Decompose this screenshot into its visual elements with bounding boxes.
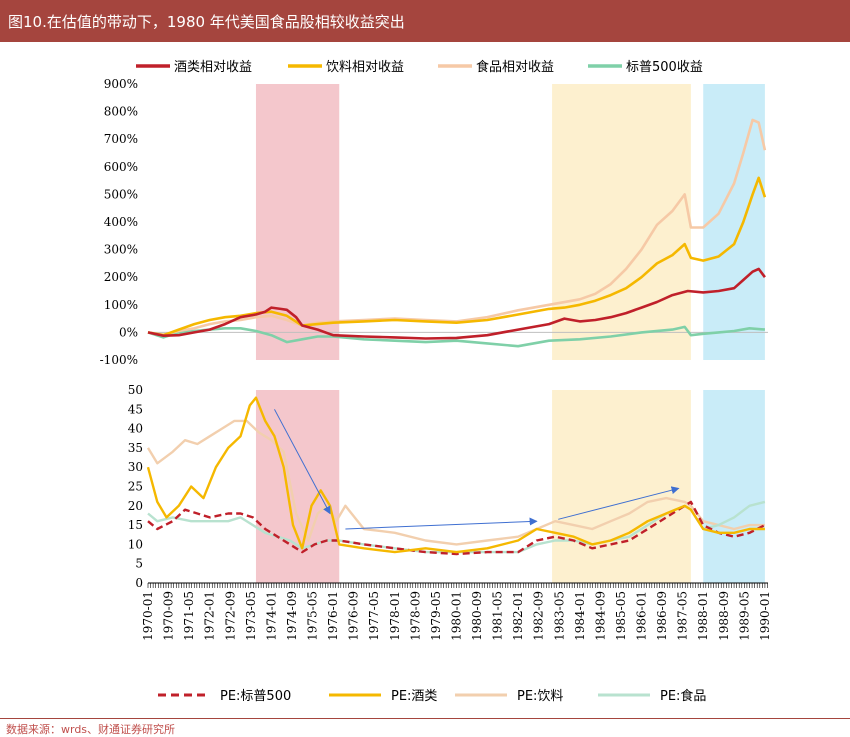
source-note: 数据来源：wrds、财通证券研究所 — [6, 723, 176, 736]
top-y-tick-label: 0% — [119, 325, 138, 339]
bottom-x-tick-label: 1983-05 — [552, 591, 566, 641]
bottom-x-tick-label: 1976-01 — [326, 591, 340, 641]
bottom-shaded-period-2 — [552, 390, 691, 583]
bottom-y-tick-label: 50 — [128, 383, 143, 397]
bottom-legend-label: PE:饮料 — [517, 689, 563, 704]
bottom-y-tick-label: 15 — [128, 518, 143, 532]
top-y-tick-label: -100% — [100, 353, 138, 367]
bottom-x-tick-label: 1986-01 — [635, 591, 649, 641]
bottom-x-tick-label: 1979-05 — [429, 591, 443, 641]
title-bar: 图10.在估值的带动下，1980 年代美国食品股相较收益突出 — [0, 0, 850, 42]
bottom-x-tick-label: 1972-01 — [203, 591, 217, 641]
top-legend-label: 食品相对收益 — [476, 59, 554, 75]
bottom-x-tick-label: 1981-05 — [491, 591, 505, 641]
top-series-line-2 — [147, 176, 767, 337]
bottom-x-tick-label: 1982-01 — [511, 591, 525, 641]
footer-divider — [0, 718, 850, 719]
bottom-y-tick-label: 35 — [128, 441, 143, 455]
bottom-legend-label: PE:酒类 — [391, 689, 437, 704]
bottom-y-tick-label: 30 — [128, 460, 143, 474]
bottom-x-tick-label: 1984-01 — [573, 591, 587, 641]
trend-arrow — [345, 517, 538, 530]
top-y-tick-label: 500% — [104, 187, 138, 201]
top-y-tick-label: 600% — [104, 160, 138, 174]
bottom-x-tick-label: 1978-09 — [408, 591, 422, 641]
bottom-y-tick-label: 20 — [128, 499, 143, 513]
bottom-x-tick-label: 1973-05 — [244, 591, 258, 641]
top-shaded-period-2 — [552, 84, 691, 360]
top-y-tick-label: 200% — [104, 270, 138, 284]
bottom-x-tick-label: 1980-01 — [449, 591, 463, 641]
bottom-x-tick-label: 1986-09 — [655, 591, 669, 641]
bottom-shaded-period-1 — [255, 390, 340, 583]
bottom-x-tick-label: 1989-05 — [737, 591, 751, 641]
top-legend-label: 标普500收益 — [626, 60, 703, 75]
bottom-x-tick-label: 1987-05 — [676, 591, 690, 641]
bottom-series-line-1 — [147, 500, 766, 556]
bottom-x-tick-label: 1977-05 — [367, 591, 381, 641]
bottom-x-tick-label: 1980-09 — [470, 591, 484, 641]
bottom-x-tick-label: 1970-09 — [162, 591, 176, 641]
bottom-x-tick-label: 1990-01 — [758, 591, 772, 641]
trend-arrow — [274, 409, 331, 515]
bottom-y-tick-label: 0 — [135, 576, 143, 590]
bottom-series-line-2 — [146, 396, 765, 554]
bottom-y-tick-label: 10 — [128, 537, 143, 551]
bottom-y-tick-label: 40 — [128, 422, 143, 436]
bottom-x-tick-label: 1988-01 — [696, 591, 710, 641]
top-legend-label: 酒类相对收益 — [174, 60, 252, 75]
bottom-shaded-period-3 — [703, 390, 765, 583]
bottom-x-tick-label: 1970-01 — [141, 591, 155, 641]
bottom-x-tick-label: 1974-09 — [285, 591, 299, 641]
trend-arrow — [558, 486, 680, 520]
bottom-x-tick-label: 1985-05 — [614, 591, 628, 641]
top-y-tick-label: 900% — [104, 77, 138, 91]
top-y-tick-label: 300% — [104, 243, 138, 257]
top-y-tick-label: 700% — [104, 132, 138, 146]
bottom-x-tick-label: 1974-01 — [264, 591, 278, 641]
bottom-x-tick-label: 1982-09 — [532, 591, 546, 641]
top-series-line-4 — [147, 325, 766, 348]
top-y-tick-label: 800% — [104, 105, 138, 119]
bottom-x-tick-label: 1978-01 — [388, 591, 402, 641]
bottom-x-tick-label: 1976-09 — [347, 591, 361, 641]
top-y-tick-label: 100% — [104, 298, 138, 312]
bottom-y-tick-label: 25 — [128, 480, 143, 494]
bottom-x-tick-label: 1988-09 — [717, 591, 731, 641]
top-series-line-3 — [147, 118, 767, 336]
chart-title: 图10.在估值的带动下，1980 年代美国食品股相较收益突出 — [8, 13, 405, 31]
bottom-y-tick-label: 45 — [128, 402, 143, 416]
bottom-x-minor-ticks — [147, 583, 768, 588]
top-shaded-period-1 — [255, 84, 340, 360]
top-legend-label: 饮料相对收益 — [326, 60, 404, 75]
bottom-x-tick-label: 1984-09 — [593, 591, 607, 641]
bottom-legend-label: PE:标普500 — [220, 689, 291, 704]
bottom-legend-label: PE:食品 — [660, 688, 706, 704]
top-series-line-1 — [147, 267, 766, 340]
bottom-x-tick-label: 1975-05 — [306, 591, 320, 641]
bottom-x-tick-label: 1972-09 — [223, 591, 237, 641]
top-y-tick-label: 400% — [104, 215, 138, 229]
bottom-y-tick-label: 5 — [135, 557, 143, 571]
top-shaded-period-3 — [703, 84, 765, 360]
bottom-series-line-3 — [146, 419, 765, 546]
bottom-x-tick-label: 1971-05 — [182, 591, 196, 641]
